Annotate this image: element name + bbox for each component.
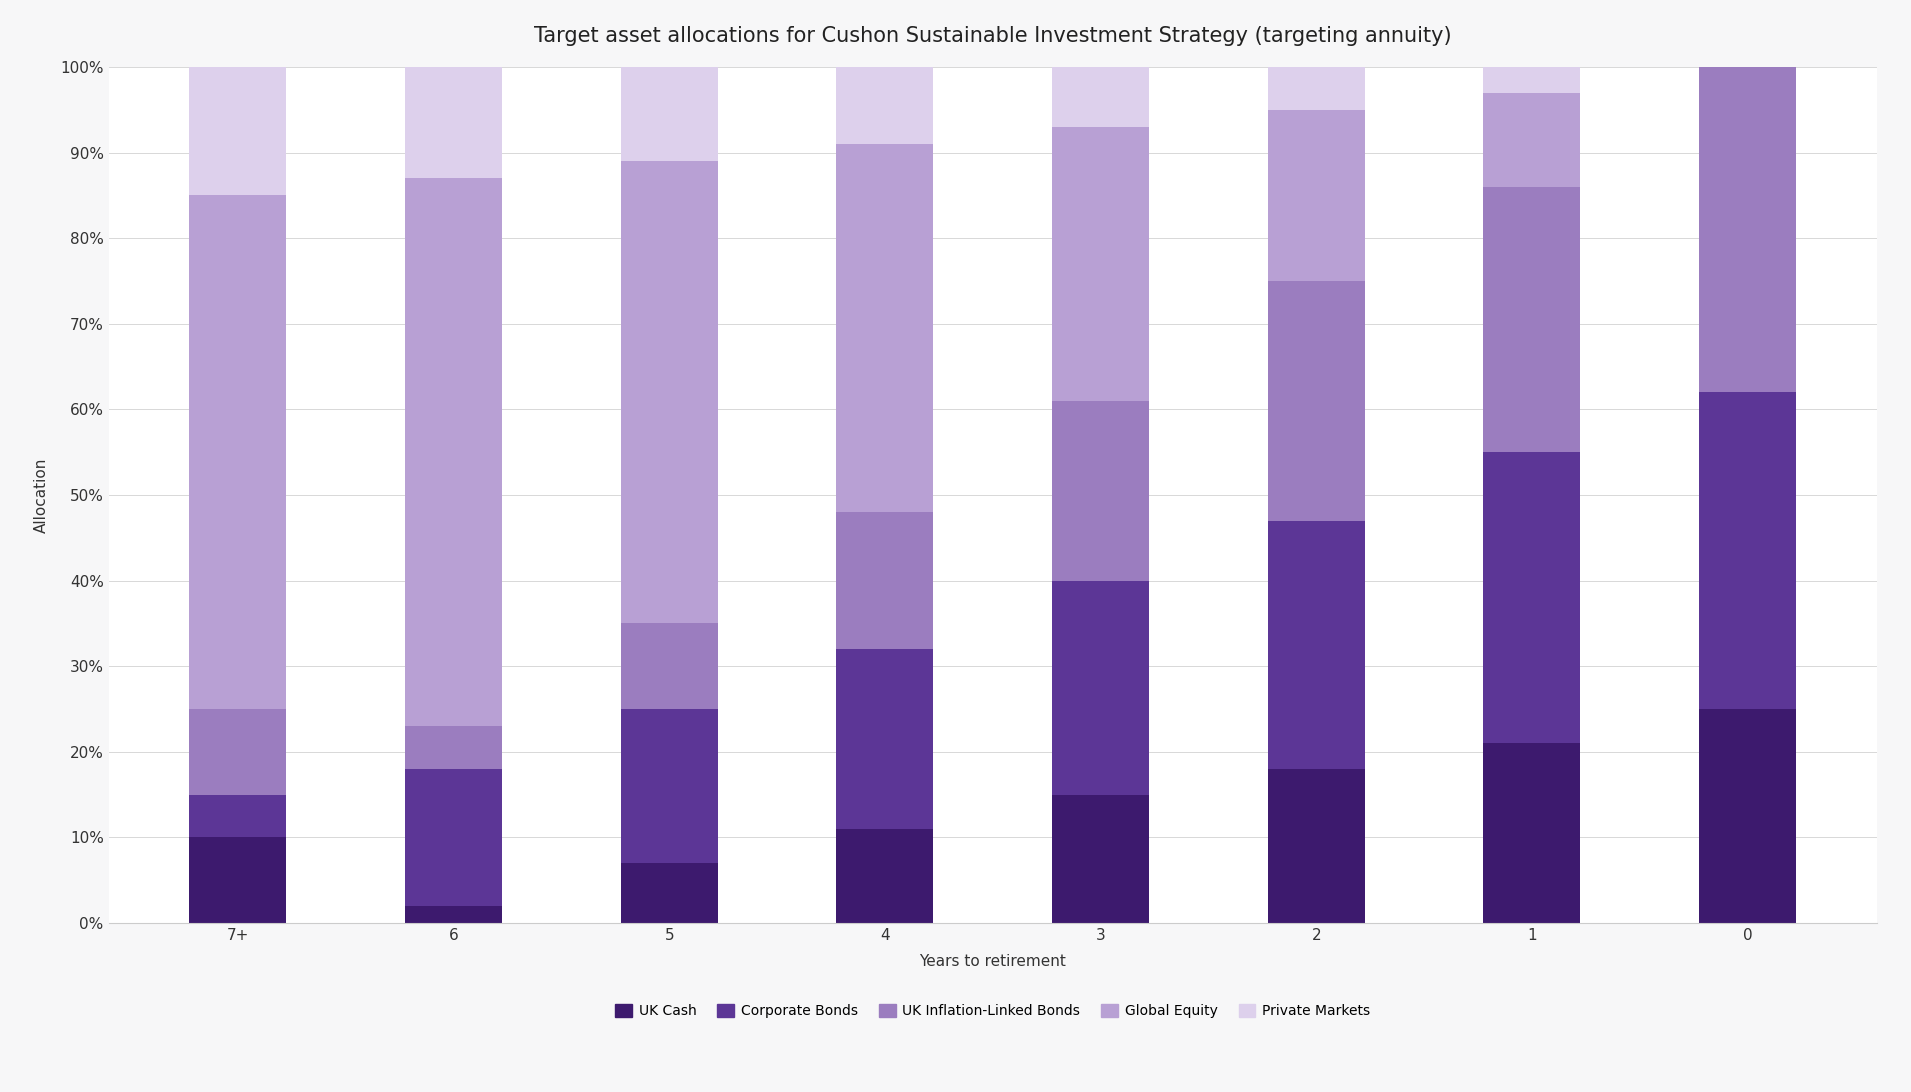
Bar <box>837 144 933 512</box>
Y-axis label: Allocation: Allocation <box>34 458 50 533</box>
X-axis label: Years to retirement: Years to retirement <box>919 954 1066 969</box>
Bar <box>837 512 933 649</box>
Bar <box>621 624 719 709</box>
Bar <box>621 162 719 624</box>
Bar <box>1267 109 1364 281</box>
Bar <box>621 67 719 162</box>
Bar <box>621 863 719 923</box>
Bar <box>1267 521 1364 769</box>
Bar <box>1699 709 1796 923</box>
Bar <box>1267 769 1364 923</box>
Bar <box>189 795 287 838</box>
Bar <box>837 829 933 923</box>
Bar <box>1053 401 1149 581</box>
Legend: UK Cash, Corporate Bonds, UK Inflation-Linked Bonds, Global Equity, Private Mark: UK Cash, Corporate Bonds, UK Inflation-L… <box>610 998 1376 1023</box>
Bar <box>405 67 503 178</box>
Bar <box>837 67 933 144</box>
Bar <box>189 67 287 195</box>
Bar <box>837 649 933 829</box>
Bar <box>189 195 287 709</box>
Bar <box>1053 581 1149 795</box>
Bar <box>1053 795 1149 923</box>
Bar <box>1483 452 1580 744</box>
Bar <box>189 709 287 795</box>
Bar <box>1483 187 1580 452</box>
Title: Target asset allocations for Cushon Sustainable Investment Strategy (targeting a: Target asset allocations for Cushon Sust… <box>533 26 1452 46</box>
Bar <box>1053 127 1149 401</box>
Bar <box>1699 392 1796 709</box>
Bar <box>1483 744 1580 923</box>
Bar <box>1267 281 1364 521</box>
Bar <box>1483 93 1580 187</box>
Bar <box>621 709 719 863</box>
Bar <box>1267 67 1364 109</box>
Bar <box>405 178 503 726</box>
Bar <box>1053 67 1149 127</box>
Bar <box>1483 67 1580 93</box>
Bar <box>189 838 287 923</box>
Bar <box>405 769 503 906</box>
Bar <box>405 726 503 769</box>
Bar <box>1699 67 1796 392</box>
Bar <box>405 906 503 923</box>
